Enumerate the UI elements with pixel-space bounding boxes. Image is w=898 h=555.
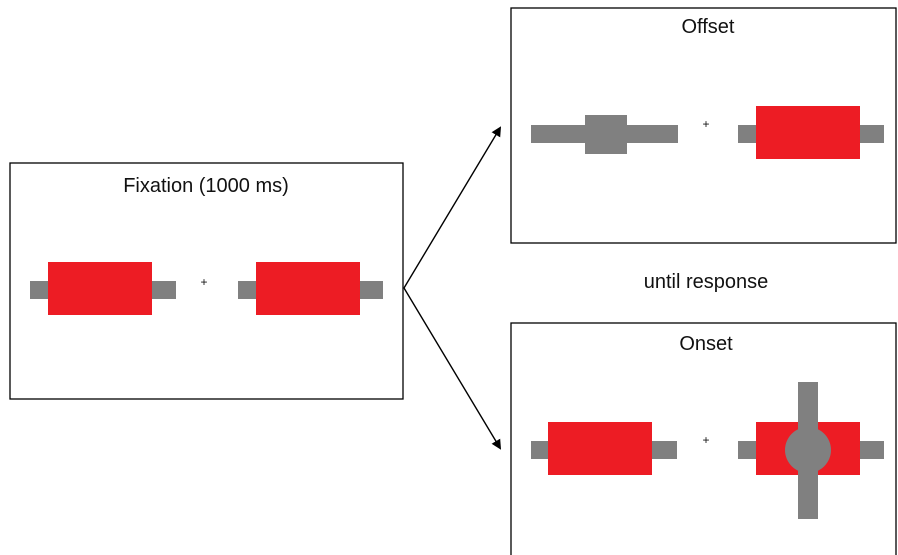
red-rectangle	[548, 422, 652, 475]
gray-block	[585, 115, 627, 154]
offset-panel-title: Offset	[682, 16, 735, 38]
onset-right-object	[738, 382, 884, 519]
offset-panel: Offset +	[510, 7, 897, 244]
fixation-cross: +	[200, 275, 207, 289]
onset-panel: Onset +	[510, 322, 897, 555]
gray-circle	[785, 427, 831, 473]
red-rectangle	[256, 262, 360, 315]
fixation-right-object	[238, 262, 383, 315]
red-rectangle	[48, 262, 152, 315]
fixation-panel-title: Fixation (1000 ms)	[123, 175, 289, 197]
onset-panel-title: Onset	[679, 333, 733, 355]
offset-right-object	[738, 106, 884, 159]
onset-left-object	[531, 422, 677, 475]
red-rectangle	[756, 106, 860, 159]
timing-label: until response	[644, 271, 769, 293]
fixation-panel: Fixation (1000 ms) +	[9, 162, 404, 400]
arrow-to-onset	[403, 287, 502, 450]
offset-left-object	[531, 115, 678, 154]
fixation-cross: +	[702, 433, 709, 447]
arrow-to-offset	[403, 126, 502, 289]
fixation-cross: +	[702, 117, 709, 131]
fixation-left-object	[30, 262, 176, 315]
